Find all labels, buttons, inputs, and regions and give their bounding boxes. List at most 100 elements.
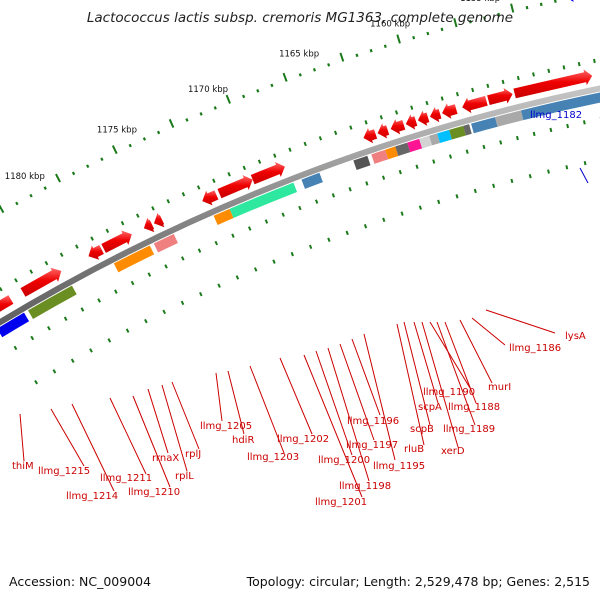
label-leader-line <box>171 381 200 450</box>
ring-tick <box>381 175 386 180</box>
feature-block <box>113 245 155 273</box>
ring-tick <box>308 244 313 250</box>
scale-tick <box>185 118 189 122</box>
gene-arrow <box>0 295 14 312</box>
gene-arrow <box>153 212 165 228</box>
ring-tick <box>437 199 441 205</box>
ring-tick <box>501 79 505 85</box>
gene-arrow <box>20 267 62 297</box>
ring-tick <box>196 185 201 190</box>
ring-tick <box>566 123 570 129</box>
ring-tick <box>248 226 252 231</box>
feature-block <box>301 172 323 189</box>
feature-block <box>407 138 423 153</box>
feature-block <box>229 182 298 219</box>
ring-tick <box>257 159 262 164</box>
gene-label: rluB <box>404 444 424 455</box>
gene-label: llmg_1197 <box>346 440 398 451</box>
ring-tick <box>181 192 186 197</box>
label-leader-line <box>421 321 459 448</box>
label-leader-line <box>396 323 425 446</box>
gene-label: llmg_1203 <box>247 452 299 463</box>
label-leader-line <box>413 321 439 404</box>
ring-tick <box>410 105 414 110</box>
feature-block <box>353 155 371 170</box>
ring-tick <box>549 127 553 133</box>
scale-tick <box>497 12 501 17</box>
feature-block <box>153 233 178 253</box>
label-leader-line <box>327 347 370 482</box>
scale-tick <box>525 5 529 10</box>
feature-block <box>495 110 524 127</box>
label-leader-line <box>579 167 589 184</box>
scale-label: 1180 kbp <box>5 172 45 182</box>
ring-tick <box>164 264 168 269</box>
label-leader-line <box>459 319 493 384</box>
ring-tick <box>515 135 519 141</box>
gene-label: llmg_1188 <box>448 402 500 413</box>
feature-block <box>385 146 399 160</box>
scale-tick <box>213 106 217 110</box>
ring-tick <box>13 345 18 351</box>
ring-tick <box>114 289 118 294</box>
scale-tick <box>383 44 387 48</box>
scale-label: 1155 kbp <box>460 0 500 4</box>
feature-block <box>395 142 411 156</box>
gene-arrow <box>363 128 378 144</box>
feature-block <box>213 208 234 225</box>
ring-tick <box>180 300 185 306</box>
ring-tick <box>281 212 285 217</box>
gene-label: thiM <box>12 461 34 472</box>
scale-tick <box>256 89 260 93</box>
ring-tick <box>577 61 581 67</box>
feature-block <box>371 149 389 164</box>
label-leader-line <box>351 338 381 416</box>
gene-arrow <box>429 106 442 123</box>
feature-block <box>463 124 472 136</box>
ring-tick <box>212 178 216 183</box>
ring-tick <box>486 83 490 89</box>
ring-tick <box>455 91 459 97</box>
gene-label: llmg_1196 <box>347 416 399 427</box>
gene-label: llmg_1195 <box>373 461 425 472</box>
feature-block <box>419 135 433 149</box>
ring-tick <box>135 213 140 218</box>
gene-arrow <box>143 217 155 233</box>
scale-tick <box>15 201 19 206</box>
gene-label: murI <box>488 382 511 393</box>
ring-tick <box>63 316 68 322</box>
scale-tick <box>453 18 458 28</box>
label-leader-line <box>403 321 431 426</box>
ring-tick <box>144 318 148 324</box>
ring-tick <box>510 178 514 184</box>
label-leader-line <box>227 370 245 435</box>
label-leader-line <box>303 354 363 498</box>
gene-arrow <box>377 123 390 139</box>
scale-tick <box>156 130 161 135</box>
scale-tick <box>199 112 203 116</box>
scale-tick <box>55 173 61 183</box>
ring-tick <box>593 58 596 64</box>
ring-tick <box>90 236 94 241</box>
ring-tick <box>492 183 496 189</box>
gene-arrow <box>250 161 285 185</box>
ring-tick <box>70 358 75 363</box>
ring-tick <box>448 154 453 159</box>
scale-tick <box>282 72 288 82</box>
ring-tick <box>97 298 101 303</box>
ring-tick <box>130 280 135 286</box>
scale-tick <box>468 19 472 24</box>
ring-tick <box>273 153 277 158</box>
gene-label: llmg_1200 <box>318 455 370 466</box>
label-leader-line <box>429 321 471 389</box>
scale-tick <box>298 73 302 77</box>
ring-tick <box>465 149 469 154</box>
gene-arrow <box>487 87 513 106</box>
ring-tick <box>440 96 444 101</box>
feature-block <box>471 117 498 134</box>
ring-tick <box>532 72 535 77</box>
label-leader-line <box>132 395 171 488</box>
gene-label: llmg_1202 <box>277 434 329 445</box>
